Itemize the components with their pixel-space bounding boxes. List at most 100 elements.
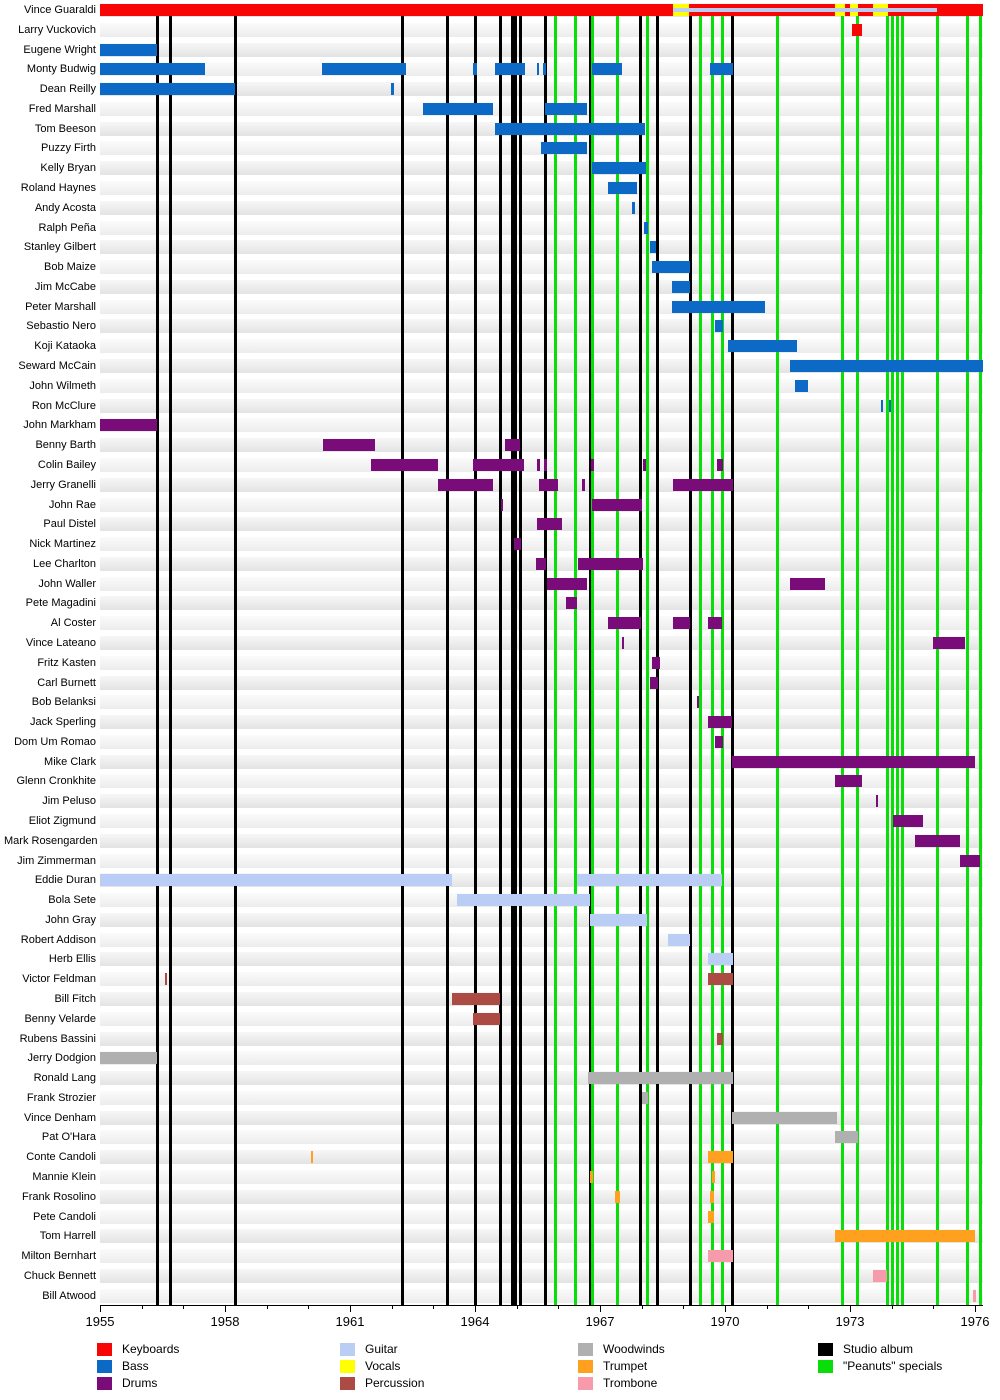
member-bar [607, 182, 638, 195]
axis-year-label: 1961 [335, 1314, 365, 1329]
member-bar [650, 241, 656, 254]
axis-year-label: 1973 [835, 1314, 865, 1329]
axis-tick [475, 1305, 476, 1312]
member-label: Chuck Bennett [23, 1269, 96, 1282]
trombone-legend-swatch [578, 1377, 593, 1390]
member-label: Andy Acosta [34, 201, 96, 214]
row-band [100, 1110, 983, 1125]
row-band [100, 457, 983, 472]
member-label: Al Coster [50, 617, 96, 630]
member-label: Eliot Zigmund [28, 814, 96, 827]
member-bar [892, 814, 923, 827]
axis-tick [683, 1305, 685, 1309]
member-bar [667, 933, 690, 946]
row-band [100, 655, 983, 670]
member-bar [710, 1190, 715, 1203]
row-band [100, 932, 983, 947]
axis-tick [808, 1305, 810, 1309]
member-label: Tom Beeson [34, 122, 96, 135]
member-bar [565, 597, 578, 610]
member-bar [652, 656, 660, 669]
percussion-legend-swatch [340, 1377, 355, 1390]
member-bar [707, 716, 733, 729]
peanuts-special-line [645, 14, 649, 1305]
axis-tick [350, 1305, 351, 1312]
member-label: Mark Rosengarden [4, 834, 98, 847]
peanuts-special-line [720, 14, 724, 1305]
peanuts-special-line [901, 14, 905, 1305]
row-band [100, 1071, 983, 1086]
member-label: Robert Addison [20, 933, 96, 946]
row-band [100, 319, 983, 334]
member-label: Sebastio Nero [26, 320, 96, 333]
member-bar [537, 458, 540, 471]
member-label: Jack Sperling [29, 716, 96, 729]
studio-album-line [510, 14, 514, 1305]
member-bar [100, 63, 205, 76]
member-bar [577, 557, 643, 570]
member-bar [875, 795, 878, 808]
member-bar [592, 498, 643, 511]
member-bar [472, 63, 478, 76]
peanuts-special-line [856, 14, 860, 1305]
member-label: Lee Charlton [33, 557, 96, 570]
member-bar [652, 261, 690, 274]
row-band [100, 1268, 983, 1283]
member-bar [607, 617, 641, 630]
row-band [100, 1189, 983, 1204]
row-band [100, 438, 983, 453]
row-band [100, 1170, 983, 1185]
peanuts-special-line [775, 14, 779, 1305]
axis-tick [641, 1305, 643, 1309]
member-label: Bob Maize [44, 261, 96, 274]
peanuts-special-line [698, 14, 702, 1305]
row-band [100, 1011, 983, 1026]
member-label: Pat O'Hara [41, 1131, 96, 1144]
bass-legend-swatch [97, 1360, 112, 1373]
member-label: John Rae [48, 498, 96, 511]
member-bar [650, 676, 658, 689]
member-label: Frank Strozier [26, 1091, 96, 1104]
member-bar [577, 874, 723, 887]
legend-label: Drums [122, 1376, 158, 1390]
member-bar [672, 478, 733, 491]
member-bar [100, 4, 983, 16]
trumpet-legend-swatch [578, 1360, 593, 1373]
studio-album-line [233, 14, 237, 1305]
member-bar [472, 1012, 500, 1025]
member-label: Glenn Cronkhite [16, 775, 97, 788]
member-bar [322, 439, 375, 452]
legend-label: Vocals [365, 1359, 401, 1373]
studio-album-line [688, 14, 692, 1305]
member-label: Bola Sete [48, 894, 96, 907]
row-band [100, 537, 983, 552]
legend-label: Trombone [603, 1376, 658, 1390]
member-label: Eugene Wright [23, 43, 96, 56]
axis-tick [266, 1305, 268, 1309]
axis-year-label: 1967 [585, 1314, 615, 1329]
member-bar [592, 63, 623, 76]
row-band [100, 279, 983, 294]
peanuts-special-line [711, 14, 715, 1305]
row-band [100, 418, 983, 433]
axis-tick [391, 1305, 393, 1309]
legend-label: Percussion [365, 1376, 425, 1390]
member-bar [539, 478, 558, 491]
member-label: Kelly Bryan [40, 162, 96, 175]
member-label: Monty Budwig [26, 63, 96, 76]
row-band [100, 22, 983, 37]
peanuts-special-line [935, 14, 939, 1305]
row-band [100, 260, 983, 275]
axis-tick [933, 1305, 935, 1309]
member-label: Jim McCabe [34, 280, 96, 293]
member-label: Bill Atwood [42, 1289, 96, 1302]
axis-year-label: 1976 [960, 1314, 990, 1329]
row-band [100, 576, 983, 591]
member-label: Frank Rosolino [22, 1190, 96, 1203]
row-band [100, 1229, 983, 1244]
member-label: Peter Marshall [25, 300, 96, 313]
row-band [100, 378, 983, 393]
member-bar [717, 458, 723, 471]
member-bar [672, 280, 690, 293]
row-band [100, 972, 983, 987]
